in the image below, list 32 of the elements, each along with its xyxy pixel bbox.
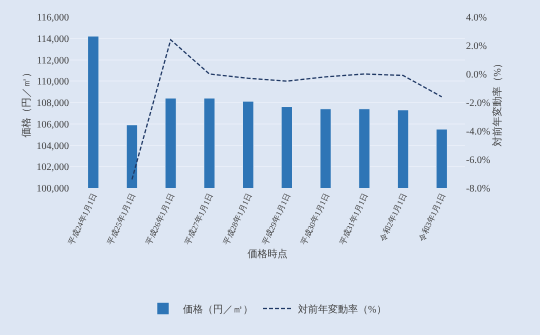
y-tick-label: 108,000 <box>36 98 69 109</box>
x-tick-label: 令和3年1月1日 <box>417 192 448 243</box>
x-tick-label: 平成24年1月1日 <box>66 192 99 246</box>
x-tick-label: 平成31年1月1日 <box>338 192 370 246</box>
y-tick-label: 116,000 <box>36 12 69 24</box>
legend-label: 価格（円／㎡） <box>183 303 253 316</box>
x-tick-label: 平成25年1月1日 <box>106 192 138 246</box>
legend-label: 対前年変動率（%） <box>298 303 386 316</box>
x-axis-title: 価格時点 <box>248 248 288 260</box>
y2-tick-label: 0.0% <box>466 70 487 80</box>
y2-tick-label: -8.0% <box>466 184 490 194</box>
line-series <box>131 39 442 180</box>
y-tick-label: 114,000 <box>36 34 69 45</box>
y2-tick-label: -4.0% <box>466 126 490 138</box>
y-tick-label: 112,000 <box>36 55 69 66</box>
x-tick-label: 平成29年1月1日 <box>260 192 292 246</box>
x-tick-label: 平成28年1月1日 <box>222 192 254 246</box>
y2-tick-label: -6.0% <box>466 155 490 166</box>
y-axis-title: 価格（円／㎡） <box>20 68 32 138</box>
x-tick-label: 平成27年1月1日 <box>183 192 215 246</box>
y-tick-label: 106,000 <box>36 119 69 130</box>
x-tick-label: 平成30年1月1日 <box>299 192 332 246</box>
y-tick-label: 102,000 <box>36 162 69 174</box>
y-tick-label: 104,000 <box>36 140 69 152</box>
y-tick-label: 100,000 <box>36 184 69 194</box>
y2-tick-label: -2.0% <box>466 98 490 109</box>
y2-tick-label: 4.0% <box>466 12 487 24</box>
y2-tick-label: 2.0% <box>466 41 487 52</box>
y-tick-label: 110,000 <box>36 76 69 88</box>
x-tick-label: 平成26年1月1日 <box>144 192 176 246</box>
y2-axis-title: 対前年変動率（%） <box>492 58 504 147</box>
x-tick-label: 令和2年1月1日 <box>378 192 408 243</box>
